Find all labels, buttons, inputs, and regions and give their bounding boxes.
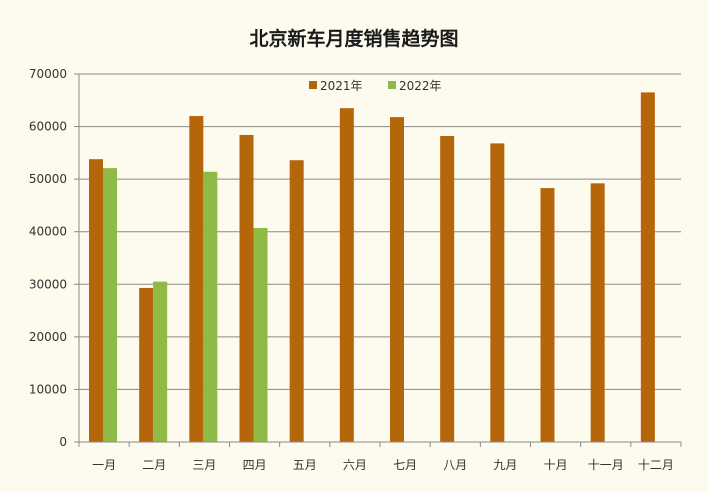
legend-label: 2021年 [320, 79, 363, 93]
bar-series1-6 [390, 117, 404, 442]
x-tick-label: 三月 [192, 458, 216, 472]
bar-series2-1 [153, 281, 168, 442]
legend: 2021年 2022年 [309, 79, 442, 93]
x-tick-label: 十二月 [638, 458, 674, 472]
y-tick-label: 40000 [29, 225, 67, 239]
x-tick-label: 四月 [243, 458, 267, 472]
bar-series1-3 [239, 134, 254, 443]
x-tick-label: 六月 [343, 458, 367, 472]
bar-series1-9 [540, 188, 555, 442]
x-tick-label: 一月 [92, 458, 116, 472]
y-tick-label: 60000 [29, 120, 67, 134]
bar-series1-4 [289, 160, 304, 442]
y-tick-label: 70000 [29, 67, 67, 81]
bar-series1-2 [189, 116, 204, 443]
chart-title: 北京新车月度销售趋势图 [249, 27, 458, 50]
legend-label: 2022年 [399, 79, 442, 93]
axes: 0 10000 20000 30000 40000 50000 60000 70000 一月 二月… [29, 67, 682, 472]
bar-series2-2 [203, 171, 218, 443]
x-tick-label: 九月 [493, 458, 517, 472]
x-tick-label: 十月 [544, 458, 568, 472]
bar-series2-3 [253, 228, 268, 442]
x-tick-label: 五月 [293, 458, 317, 472]
x-tick-label: 二月 [142, 458, 166, 472]
bar-series1-0 [89, 159, 103, 442]
y-tick-label: 10000 [29, 382, 67, 396]
x-tick-label: 十一月 [588, 458, 624, 472]
bar-series2-0 [103, 168, 117, 443]
grid-lines [79, 73, 681, 390]
bar-series1-10 [590, 183, 605, 442]
bar-series1-1 [139, 287, 154, 442]
bar-series1-7 [440, 136, 455, 442]
y-tick-label: 50000 [29, 172, 67, 186]
bar-series1-8 [490, 143, 505, 442]
legend-swatch [309, 81, 317, 89]
y-tick-label: 20000 [29, 330, 67, 344]
bar-series1-5 [339, 108, 354, 443]
legend-swatch [388, 81, 396, 89]
y-tick-label: 30000 [29, 277, 67, 291]
x-tick-label: 七月 [393, 458, 417, 472]
y-tick-label: 0 [59, 435, 67, 449]
bar-series [89, 92, 655, 443]
bar-series1-11 [640, 92, 655, 443]
x-tick-label: 八月 [443, 458, 467, 472]
